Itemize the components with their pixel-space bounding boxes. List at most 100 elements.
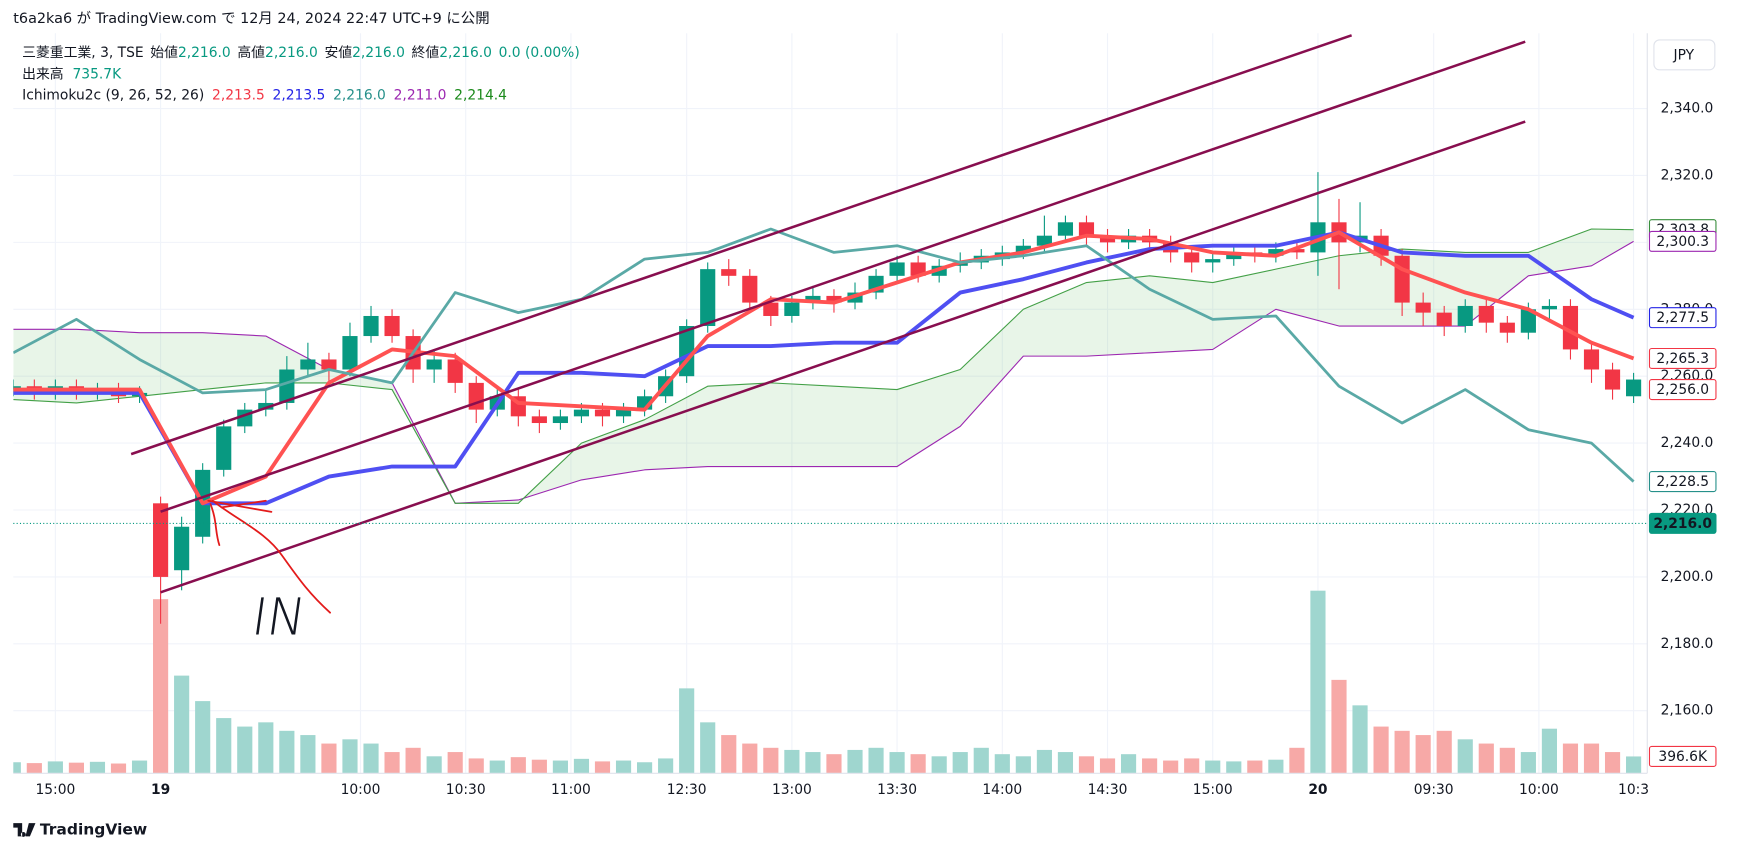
volume-bar xyxy=(363,743,379,774)
volume-bar xyxy=(1331,679,1347,774)
legend-indicator: Ichimoku2c (9, 26, 52, 26) 2,213.5 2,213.5… xyxy=(22,87,507,103)
price-label: 2,300.3 xyxy=(1656,234,1709,250)
volume-bar xyxy=(868,747,884,774)
volume-bar xyxy=(384,752,400,774)
candle-body xyxy=(1289,249,1305,253)
logo-icon xyxy=(13,823,36,837)
grid xyxy=(13,33,1648,774)
indicator-line xyxy=(13,240,1634,504)
candle-body xyxy=(1520,309,1536,333)
candle-body xyxy=(426,359,442,370)
logo: TradingView xyxy=(13,820,147,838)
candle-body xyxy=(1457,305,1473,327)
x-tick-label: 10:00 xyxy=(341,782,381,798)
volume-label-box xyxy=(1648,745,1717,767)
volume-bar xyxy=(1499,747,1515,774)
candle-body xyxy=(1036,235,1052,246)
symbol: 三菱重工業, 3, TSE xyxy=(22,45,143,61)
candle-body xyxy=(1099,235,1116,243)
indicator-value: 2,214.4 xyxy=(454,87,507,103)
price-label-box xyxy=(1648,307,1717,329)
candle-body xyxy=(1604,369,1621,390)
arrow-stroke xyxy=(207,499,273,513)
volume-bar xyxy=(1078,756,1095,774)
volume-bar xyxy=(342,739,358,774)
candle-body xyxy=(1626,379,1642,397)
candle-body xyxy=(342,336,358,370)
ohlc-label: 終値 xyxy=(412,45,440,61)
volume-bar xyxy=(784,749,800,774)
legend-volume: 出来高 735.7K xyxy=(22,65,122,82)
candle-body xyxy=(573,409,590,417)
volume-bar xyxy=(89,761,106,774)
volume-bar xyxy=(910,754,926,774)
volume-bar xyxy=(1289,747,1305,774)
volume-bar xyxy=(1120,754,1137,774)
volume-bar xyxy=(1394,730,1410,774)
volume-bar xyxy=(973,747,989,774)
candle-body xyxy=(174,526,190,571)
volume-bar xyxy=(1163,760,1179,774)
y-tick-label: 2,200.0 xyxy=(1661,569,1714,585)
volume-bar xyxy=(1099,758,1116,774)
volume-bar xyxy=(1457,739,1473,774)
x-tick-label: 14:30 xyxy=(1088,782,1128,798)
legend-symbol: 三菱重工業, 3, TSE 始値2,216.0 高値2,216.0 安値2,216.0… xyxy=(22,44,580,61)
candle-body xyxy=(1226,252,1242,260)
candle-body xyxy=(384,315,400,337)
volume-bar xyxy=(721,735,737,774)
volume-value: 735.7K xyxy=(73,66,123,82)
indicator-value: 2,211.0 xyxy=(394,87,447,103)
currency-button[interactable] xyxy=(1653,39,1716,71)
volume-bar xyxy=(1520,752,1536,774)
volume-bar xyxy=(26,763,42,774)
candle-body xyxy=(1184,252,1200,263)
candle-body xyxy=(700,269,716,327)
volume-bar xyxy=(1205,760,1221,774)
candle-body xyxy=(153,503,169,577)
volume-bar xyxy=(931,756,947,774)
volume-bar xyxy=(216,718,232,774)
x-tick-label: 11:00 xyxy=(551,782,591,798)
y-tick-label: 2,340.0 xyxy=(1661,101,1714,117)
ohlc-value: 2,216.0 xyxy=(352,45,405,61)
candle-body xyxy=(1268,249,1284,256)
ohlc-value: 2,216.0 xyxy=(178,45,231,61)
x-tick-label: 15:00 xyxy=(35,782,75,798)
volume-bar xyxy=(13,762,21,774)
candle-body xyxy=(531,416,547,424)
annotation: IN xyxy=(248,588,310,648)
volume-bar xyxy=(153,599,169,774)
indicator-line xyxy=(13,230,1635,506)
cloud xyxy=(13,228,1634,504)
volume-bar xyxy=(1415,735,1431,774)
y-tick-label: 2,180.0 xyxy=(1661,636,1714,652)
price-label-box xyxy=(1648,471,1717,493)
publish-info: t6a2ka6 が TradingView.com で 12月 24, 2024… xyxy=(13,10,489,27)
candle-body xyxy=(1205,259,1221,263)
price-label: 2,216.0 xyxy=(1653,516,1712,532)
y-tick-label: 2,320.0 xyxy=(1661,167,1714,183)
y-tick-label: 2,240.0 xyxy=(1661,435,1714,451)
candle-body xyxy=(1078,222,1095,236)
volume-bar xyxy=(615,760,632,774)
ohlc-label: 高値 xyxy=(237,44,265,61)
volume-bar xyxy=(1268,759,1284,774)
volume-bar xyxy=(110,763,127,774)
volume-bar xyxy=(742,743,758,774)
volume-bar xyxy=(1541,728,1557,774)
volume-bar xyxy=(1310,590,1326,774)
candle-body xyxy=(1436,312,1452,327)
volume-bar xyxy=(489,760,505,774)
price-label-box xyxy=(1648,347,1717,369)
volume-bar xyxy=(468,758,484,774)
currency[interactable]: JPY xyxy=(1673,47,1695,63)
volume-bar xyxy=(1247,760,1263,774)
volume-label: 396.6K xyxy=(1658,749,1708,765)
ohlc-label: 始値 xyxy=(150,45,178,61)
trend-line xyxy=(130,34,1353,456)
volume-bar xyxy=(405,747,421,774)
candle-body xyxy=(258,402,274,410)
indicator-value: 2,216.0 xyxy=(333,87,386,103)
